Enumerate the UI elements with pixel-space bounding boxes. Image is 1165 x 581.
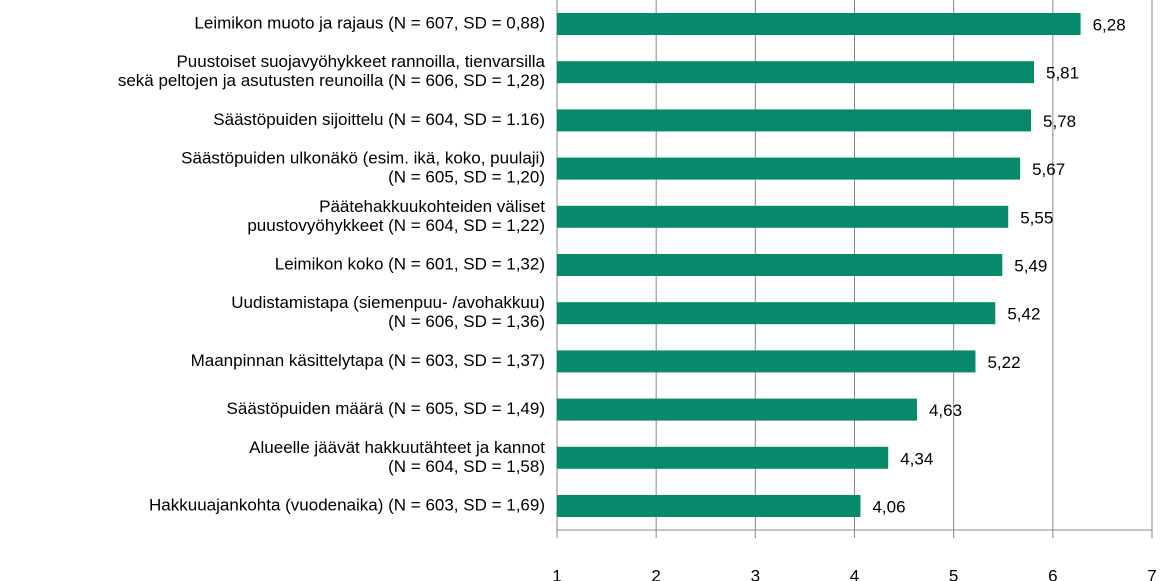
y-tick-label: puustovyöhykkeet (N = 604, SD = 1,22)	[247, 216, 545, 235]
y-tick-label: (N = 606, SD = 1,36)	[388, 312, 545, 331]
y-tick-label: Puustoiset suojavyöhykkeet rannoilla, ti…	[176, 52, 545, 71]
x-tick-label: 6	[1048, 566, 1057, 581]
y-tick-label: Säästöpuiden määrä (N = 605, SD = 1,49)	[227, 399, 545, 418]
y-tick-label: Leimikon koko (N = 601, SD = 1,32)	[275, 254, 545, 273]
y-tick-label: Uudistamistapa (siemenpuu- /avohakkuu)	[231, 293, 545, 312]
value-label: 5,81	[1046, 64, 1079, 83]
value-label: 5,22	[987, 353, 1020, 372]
value-label: 5,49	[1014, 256, 1047, 275]
bar	[557, 61, 1034, 84]
value-label: 5,42	[1007, 305, 1040, 324]
x-tick-label: 1	[552, 566, 561, 581]
y-tick-label: Säästöpuiden ulkonäkö (esim. ikä, koko, …	[181, 149, 545, 168]
x-tick-label: 5	[949, 566, 958, 581]
y-tick-label: Hakkuuajankohta (vuodenaika) (N = 603, S…	[149, 495, 545, 514]
bar	[557, 302, 996, 325]
y-tick-label: (N = 605, SD = 1,20)	[388, 168, 545, 187]
y-tick-label: Säästöpuiden sijoittelu (N = 604, SD = 1…	[213, 110, 545, 129]
value-label: 5,55	[1020, 208, 1053, 227]
bar	[557, 350, 976, 373]
value-label: 5,78	[1043, 112, 1076, 131]
bar	[557, 495, 861, 517]
value-label: 4,34	[900, 449, 933, 468]
x-tick-label: 2	[651, 566, 660, 581]
value-label: 4,63	[929, 401, 962, 420]
x-tick-label: 3	[751, 566, 760, 581]
y-tick-label: sekä peltojen ja asutusten reunoilla (N …	[118, 71, 545, 90]
bar	[557, 446, 889, 469]
x-tick-label: 4	[850, 566, 859, 581]
bar	[557, 109, 1032, 132]
y-tick-label: Maanpinnan käsittelytapa (N = 603, SD = …	[191, 351, 545, 370]
bar	[557, 13, 1081, 35]
bar	[557, 398, 917, 421]
y-tick-label: Päätehakkuukohteiden väliset	[319, 197, 545, 216]
y-tick-label: Leimikon muoto ja rajaus (N = 607, SD = …	[194, 13, 545, 32]
bar	[557, 254, 1003, 276]
bar	[557, 205, 1009, 228]
y-tick-label: Alueelle jäävät hakkuutähteet ja kannot	[249, 438, 545, 457]
value-label: 5,67	[1032, 160, 1065, 179]
value-label: 6,28	[1093, 15, 1126, 34]
x-tick-label: 7	[1147, 566, 1156, 581]
y-tick-label: (N = 604, SD = 1,58)	[388, 457, 545, 476]
value-label: 4,06	[872, 497, 905, 516]
bar	[557, 157, 1021, 180]
